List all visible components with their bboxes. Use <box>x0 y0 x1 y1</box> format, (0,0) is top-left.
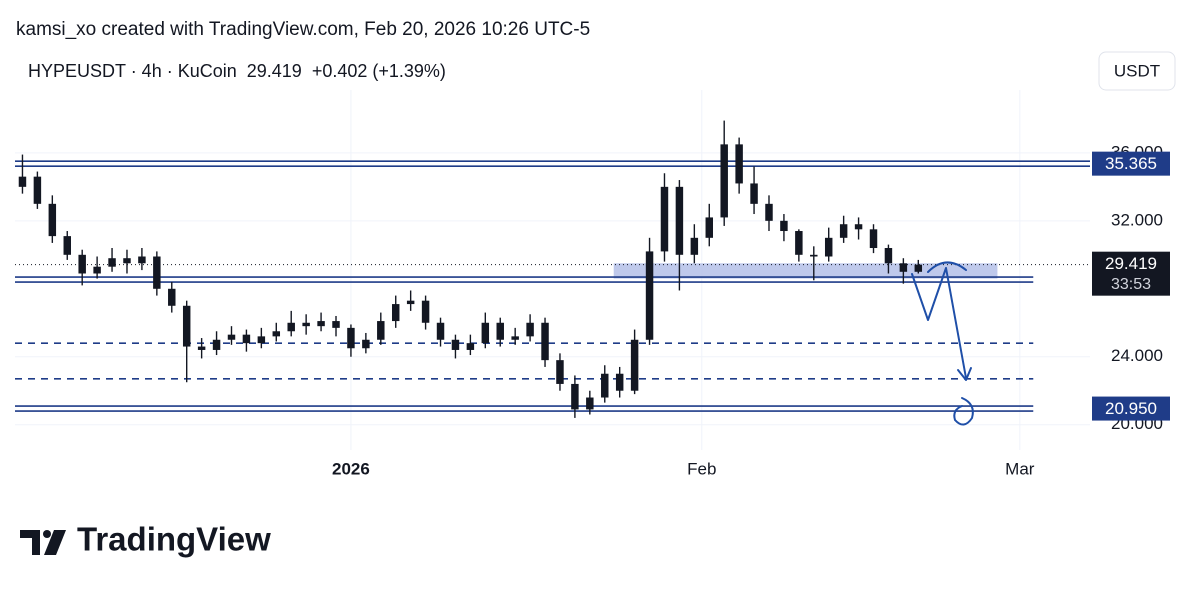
candle-body <box>660 186 669 252</box>
drawn-annotation <box>911 261 974 426</box>
candle-body <box>899 263 908 272</box>
currency-button[interactable] <box>1098 51 1176 91</box>
candle-body <box>48 203 57 237</box>
candle-body <box>466 343 475 350</box>
candle-body <box>377 321 385 340</box>
watermark-header: kamsi_xo created with TradingView.com, F… <box>16 19 590 40</box>
logo-dot <box>43 530 51 538</box>
candle-body <box>272 331 281 337</box>
candle-body <box>810 254 818 257</box>
candle-body <box>884 248 893 264</box>
last-price-legend: 29.419 <box>247 61 302 81</box>
candle-body <box>362 339 370 349</box>
candle-body <box>750 183 758 204</box>
candle-body <box>317 321 325 327</box>
candle-body <box>556 360 564 384</box>
currency-label[interactable]: USDT <box>1114 61 1160 80</box>
candle-body <box>108 258 116 267</box>
candle-body <box>257 336 266 344</box>
logo-shape <box>20 530 40 555</box>
candle-body <box>451 339 460 350</box>
candle-body <box>332 321 340 328</box>
brand-logo <box>20 530 66 555</box>
candle-body <box>197 346 206 350</box>
projection-arrow <box>911 267 967 379</box>
logo-shape <box>44 530 66 555</box>
candle-body <box>406 300 415 305</box>
change-legend: +0.402 (+1.39%) <box>312 61 446 81</box>
candle-body <box>93 266 101 274</box>
candle-body <box>436 322 445 340</box>
last-price-box <box>1092 251 1170 296</box>
candle-body <box>182 305 191 347</box>
candle-body <box>168 288 176 306</box>
candle-body <box>765 203 773 221</box>
candle-body <box>854 224 863 230</box>
candle-body <box>914 264 923 272</box>
level-price-box <box>1092 151 1170 176</box>
candle-body <box>526 322 534 337</box>
candle-body <box>391 304 400 322</box>
candle-body <box>123 258 131 264</box>
candle-body <box>571 383 579 410</box>
candle-body <box>601 373 609 398</box>
candle-body <box>227 334 236 340</box>
candle-body <box>347 327 355 349</box>
candle-body <box>645 251 654 340</box>
candle-body <box>78 254 86 274</box>
level-price-label: 35.365 <box>1105 154 1157 173</box>
candle-body <box>33 176 42 204</box>
level-price-box <box>1092 396 1170 421</box>
candle-body <box>869 229 878 249</box>
candle-body <box>138 256 146 264</box>
arrow-head <box>957 367 972 381</box>
candle-body <box>615 373 624 391</box>
candle-body <box>421 300 430 323</box>
symbol-title: HYPEUSDT · 4h · KuCoin <box>28 61 237 81</box>
x-tick-label: Mar <box>1005 459 1035 478</box>
candle-body <box>630 339 639 391</box>
candle-body <box>63 236 71 255</box>
arc-mark <box>927 261 967 273</box>
candle-body <box>18 176 27 187</box>
candle-body <box>690 237 699 255</box>
candle-body <box>735 144 743 184</box>
candle-body <box>541 322 549 361</box>
x-tick-label: Feb <box>687 459 716 478</box>
plot-area: 36.00032.00024.00020.0002026FebMar35.365… <box>15 90 1170 478</box>
candle-body <box>705 217 714 238</box>
y-tick-label: 24.000 <box>1111 346 1163 365</box>
candle-body <box>675 186 684 255</box>
candle-body <box>153 256 161 289</box>
level-price-label: 20.950 <box>1105 399 1157 418</box>
candle-body <box>242 334 251 344</box>
candle-body <box>496 322 504 340</box>
y-tick-label: 32.000 <box>1111 210 1163 229</box>
candle-body <box>839 224 848 238</box>
candle-body <box>795 231 803 255</box>
countdown-label: 33:53 <box>1111 276 1151 293</box>
x-tick-label: 2026 <box>332 459 370 478</box>
candle-body <box>824 237 833 257</box>
symbol-legend: HYPEUSDT · 4h · KuCoin 29.419 +0.402 (+1.3… <box>28 61 446 81</box>
target-mark <box>953 397 974 426</box>
candle-body <box>780 220 788 232</box>
candle-body <box>287 322 295 332</box>
candle-body <box>212 339 221 350</box>
candle-body <box>481 322 490 344</box>
candle-body <box>720 144 728 218</box>
last-price-label: 29.419 <box>1105 254 1157 273</box>
candle-body <box>511 336 519 340</box>
brand-name: TradingView <box>77 521 271 558</box>
candle-body <box>586 397 594 410</box>
candle-body <box>302 322 310 327</box>
